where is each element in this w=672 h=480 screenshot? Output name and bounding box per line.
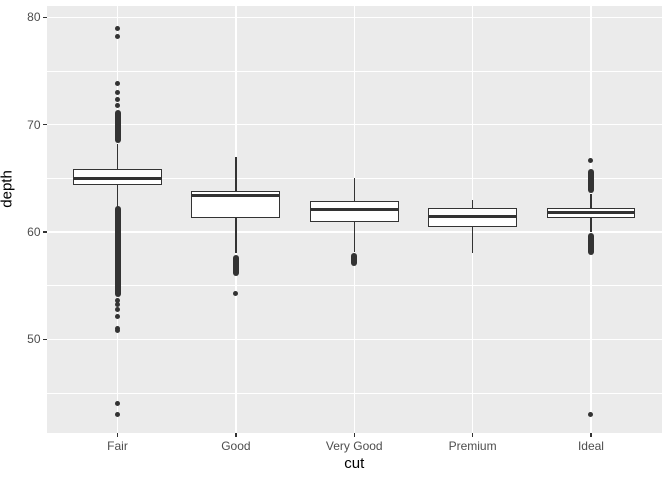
outlier-point	[115, 102, 121, 108]
outlier-point	[115, 328, 121, 334]
x-tick-label: Good	[221, 438, 251, 453]
median-line	[191, 193, 281, 197]
outlier-point	[115, 302, 121, 308]
lower-whisker	[353, 222, 355, 253]
outlier-cluster	[587, 233, 594, 255]
outlier-point	[115, 306, 121, 312]
outlier-point	[233, 290, 239, 296]
iqr-box	[73, 168, 162, 185]
upper-whisker	[471, 199, 474, 209]
y-tick-label: 80	[27, 10, 41, 25]
median-line	[428, 215, 517, 219]
x-axis-title: cut	[344, 455, 365, 472]
median-line	[73, 176, 162, 180]
y-tick-label: 60	[27, 224, 41, 239]
outlier-cluster	[587, 168, 594, 194]
median-line	[546, 211, 636, 215]
outlier-point	[115, 89, 121, 95]
lower-whisker	[116, 184, 119, 209]
lower-whisker	[235, 218, 237, 254]
y-tick-label: 70	[27, 117, 41, 132]
y-axis-tick	[42, 123, 47, 126]
y-axis-tick	[42, 16, 47, 19]
outlier-point	[115, 97, 121, 103]
outlier-cluster	[351, 253, 358, 267]
outlier-point	[115, 34, 121, 40]
x-tick-label: Premium	[448, 438, 497, 453]
x-axis-tick	[116, 432, 119, 437]
outlier-point	[588, 157, 594, 163]
outlier-point	[115, 314, 121, 320]
upper-whisker	[590, 194, 592, 209]
y-axis-title: depth	[0, 170, 16, 208]
iqr-box	[309, 200, 399, 223]
outlier-cluster	[114, 206, 121, 298]
x-axis-tick	[590, 432, 592, 437]
outlier-cluster	[114, 109, 121, 143]
lower-whisker	[590, 218, 592, 232]
y-tick-label: 50	[27, 332, 41, 347]
x-tick-label: Fair	[107, 438, 128, 453]
x-axis-tick	[353, 432, 355, 437]
upper-whisker	[353, 178, 355, 201]
lower-whisker	[471, 226, 474, 254]
outlier-cluster	[232, 254, 239, 276]
outlier-point	[588, 411, 594, 417]
upper-whisker	[116, 143, 119, 169]
x-axis-tick	[471, 432, 474, 437]
outlier-point	[115, 401, 121, 407]
outlier-point	[115, 25, 121, 31]
outlier-point	[115, 411, 121, 417]
x-tick-label: Very Good	[325, 438, 383, 453]
outlier-point	[115, 81, 121, 87]
y-axis-tick	[42, 231, 47, 233]
x-axis-tick	[235, 432, 237, 437]
x-tick-label: Ideal	[577, 438, 604, 453]
upper-whisker	[235, 156, 237, 192]
median-line	[309, 207, 399, 211]
y-axis-tick	[42, 338, 47, 341]
outlier-point	[115, 298, 121, 304]
